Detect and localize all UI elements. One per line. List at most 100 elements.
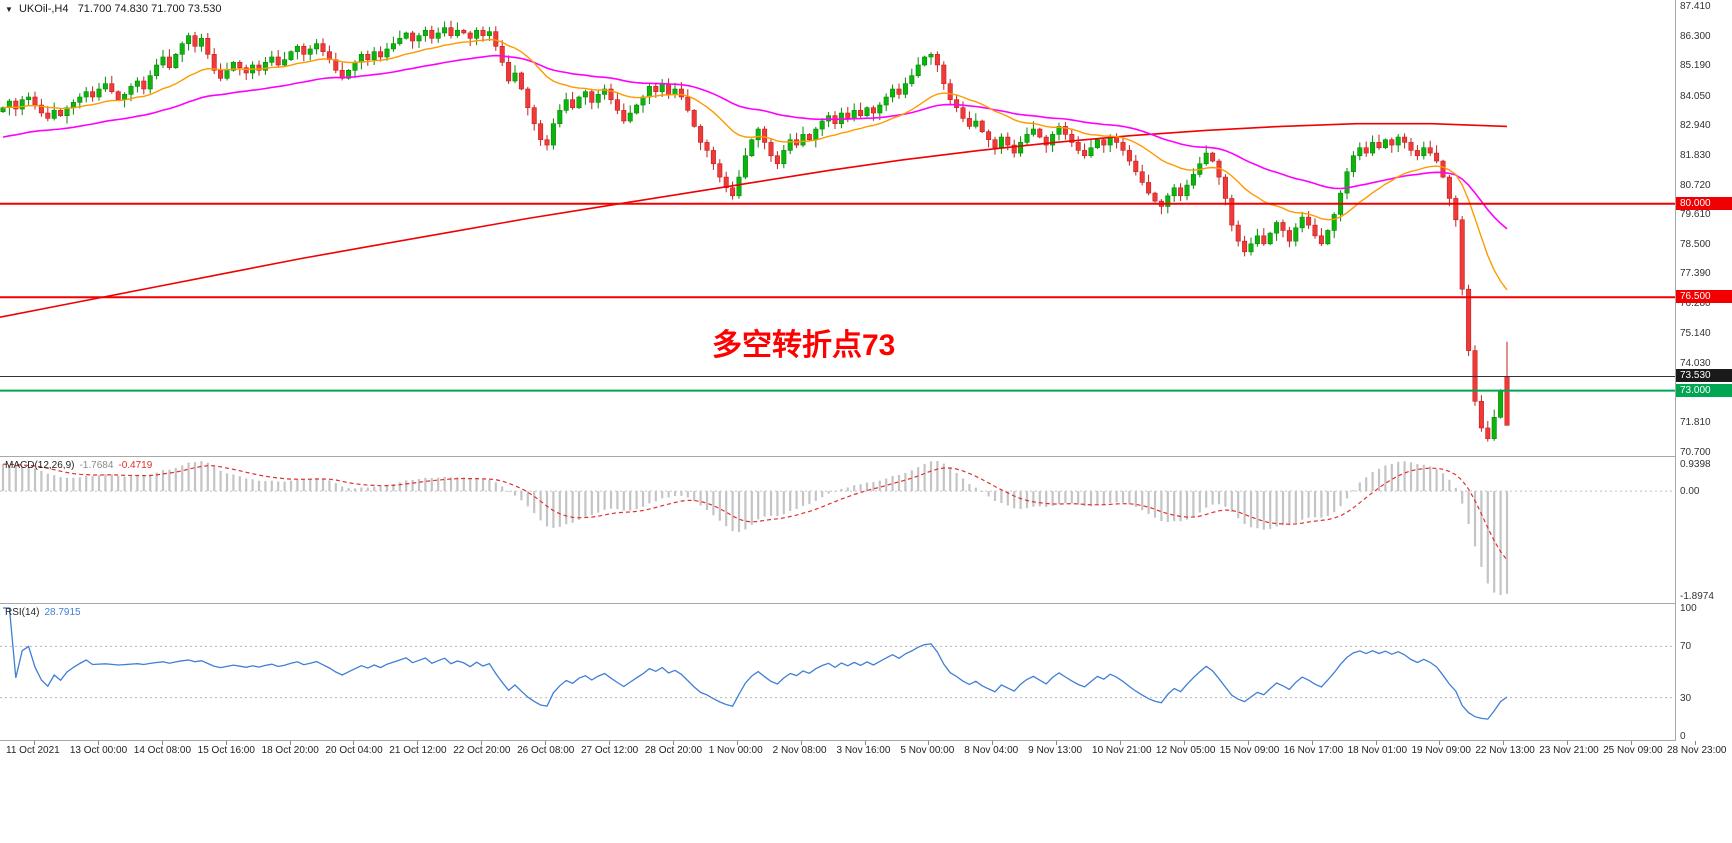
time-axis-tick: [1183, 741, 1185, 745]
macd-signal-line: [2, 463, 1508, 561]
price-axis-label: 85.190: [1680, 60, 1711, 72]
time-axis-tick: [1567, 741, 1569, 745]
macd-axis-label: 0.00: [1680, 486, 1700, 498]
rsi-line: [3, 607, 1508, 720]
pane-divider: [0, 456, 1732, 457]
time-axis-tick: [289, 741, 291, 745]
time-axis-tick: [1439, 741, 1441, 745]
price-level-badge: 73.000: [1676, 383, 1732, 397]
time-axis-label: 11 Oct 2021: [6, 745, 60, 756]
time-axis-label: 22 Nov 13:00: [1475, 745, 1535, 756]
macd-plot[interactable]: [0, 457, 1675, 603]
time-axis-label: 22 Oct 20:00: [453, 745, 511, 756]
time-axis-tick: [417, 741, 419, 745]
time-axis-label: 1 Nov 00:00: [708, 745, 763, 756]
price-axis-label: 84.050: [1680, 90, 1711, 102]
slow-ma-line: [2, 54, 1508, 230]
price-axis-label: 81.830: [1680, 149, 1711, 161]
time-axis-label: 5 Nov 00:00: [900, 745, 955, 756]
time-axis-tick: [481, 741, 483, 745]
time-axis-tick: [864, 741, 866, 745]
time-axis-label: 10 Nov 21:00: [1092, 745, 1152, 756]
time-axis-label: 15 Nov 09:00: [1219, 745, 1280, 756]
macd-axis-label: 0.9398: [1680, 459, 1711, 470]
fast-ma-line: [2, 38, 1508, 291]
price-axis-label: 86.300: [1680, 30, 1711, 42]
time-axis-tick: [1247, 741, 1249, 745]
time-axis-tick: [672, 741, 674, 745]
time-axis-tick: [992, 741, 994, 745]
time-axis-label: 16 Nov 17:00: [1283, 745, 1344, 756]
annotation-text: 多空转折点73: [712, 329, 896, 362]
price-axis-label: 75.140: [1680, 328, 1711, 340]
time-axis-label: 9 Nov 13:00: [1028, 745, 1083, 756]
price-chart-plot[interactable]: [0, 0, 1675, 456]
long-trend-ma-line: [0, 122, 1508, 318]
price-axis: 87.410 86.300 85.190 84.050 82.940 81.830 80.7…: [1675, 0, 1732, 742]
time-axis-label: 23 Nov 21:00: [1539, 745, 1599, 756]
time-axis-label: 19 Nov 09:00: [1411, 745, 1471, 756]
macd-signal-value: -0.4719: [118, 460, 153, 471]
ohlc-values: 71.700 74.830 71.700 73.530: [77, 3, 222, 15]
price-axis-label: 77.390: [1680, 268, 1711, 280]
time-axis-label: 12 Nov 05:00: [1155, 745, 1216, 756]
time-axis-label: 2 Nov 08:00: [772, 745, 827, 756]
price-axis-label: 70.700: [1680, 447, 1711, 458]
rsi-axis-label: 30: [1680, 692, 1692, 704]
symbol-dropdown-icon[interactable]: ▼: [5, 5, 13, 14]
rsi-axis-label: 0: [1680, 731, 1686, 742]
rsi-plot[interactable]: [0, 604, 1675, 740]
time-axis-label: 18 Nov 01:00: [1347, 745, 1408, 756]
rsi-axis-label: 100: [1680, 603, 1697, 614]
price-axis-label: 82.940: [1680, 120, 1711, 132]
price-level-badge: 73.530: [1676, 369, 1732, 383]
pane-divider: [0, 740, 1732, 741]
time-axis-tick: [800, 741, 802, 745]
macd-main-value: -1.7684: [79, 460, 114, 471]
time-axis-label: 8 Nov 04:00: [964, 745, 1019, 756]
time-axis-label: 3 Nov 16:00: [836, 745, 891, 756]
macd-axis-label: -1.8974: [1680, 591, 1714, 602]
time-axis-label: 13 Oct 00:00: [69, 745, 128, 756]
macd-indicator-label: MACD(12,26,9) -1.7684 -0.4719: [5, 460, 153, 471]
time-axis-tick: [97, 741, 99, 745]
price-level-badge: 76.500: [1676, 290, 1732, 304]
time-axis-label: 25 Nov 09:00: [1603, 745, 1663, 756]
time-axis-label: 14 Oct 08:00: [133, 745, 192, 756]
time-axis-tick: [1311, 741, 1313, 745]
time-axis-tick: [1120, 741, 1122, 745]
time-axis-tick: [1375, 741, 1377, 745]
moving-averages-layer: [0, 38, 1508, 318]
macd-histogram: [1, 461, 1509, 595]
time-axis-label: 21 Oct 12:00: [389, 745, 447, 756]
time-axis-tick: [928, 741, 930, 745]
time-axis: 11 Oct 2021 13 Oct 00:00 14 Oct 08:00 15 Oc…: [0, 741, 1732, 761]
time-axis-tick: [1695, 741, 1696, 745]
time-axis-tick: [353, 741, 355, 745]
symbol-timeframe-label: UKOil-,H4: [18, 3, 69, 15]
rsi-indicator-label: RSI(14) 28.7915: [5, 607, 81, 618]
price-axis-label: 79.610: [1680, 209, 1711, 221]
time-axis-label: 26 Oct 08:00: [517, 745, 575, 756]
time-axis-tick: [1631, 741, 1633, 745]
time-axis-label: 18 Oct 20:00: [261, 745, 319, 756]
chart-title: ▼ UKOil-,H4 71.700 74.830 71.700 73.530: [5, 3, 221, 15]
time-axis-label: 28 Oct 20:00: [644, 745, 703, 756]
time-axis-tick: [1503, 741, 1505, 745]
time-axis-label: 20 Oct 04:00: [325, 745, 383, 756]
price-axis-label: 71.810: [1680, 417, 1711, 429]
price-axis-label: 87.410: [1680, 1, 1711, 12]
time-axis-tick: [545, 741, 547, 745]
time-axis-tick: [161, 741, 163, 745]
time-axis-tick: [34, 741, 35, 745]
rsi-value: 28.7915: [44, 607, 81, 618]
price-axis-label: 76.280: [1680, 298, 1711, 310]
price-level-badge: 80.000: [1676, 196, 1732, 210]
candles-layer: [0, 20, 1510, 442]
time-axis-tick: [608, 741, 610, 745]
time-axis-tick: [225, 741, 227, 745]
time-axis-tick: [1056, 741, 1058, 745]
price-axis-label: 78.500: [1680, 238, 1711, 250]
time-axis-label: 15 Oct 16:00: [197, 745, 255, 756]
